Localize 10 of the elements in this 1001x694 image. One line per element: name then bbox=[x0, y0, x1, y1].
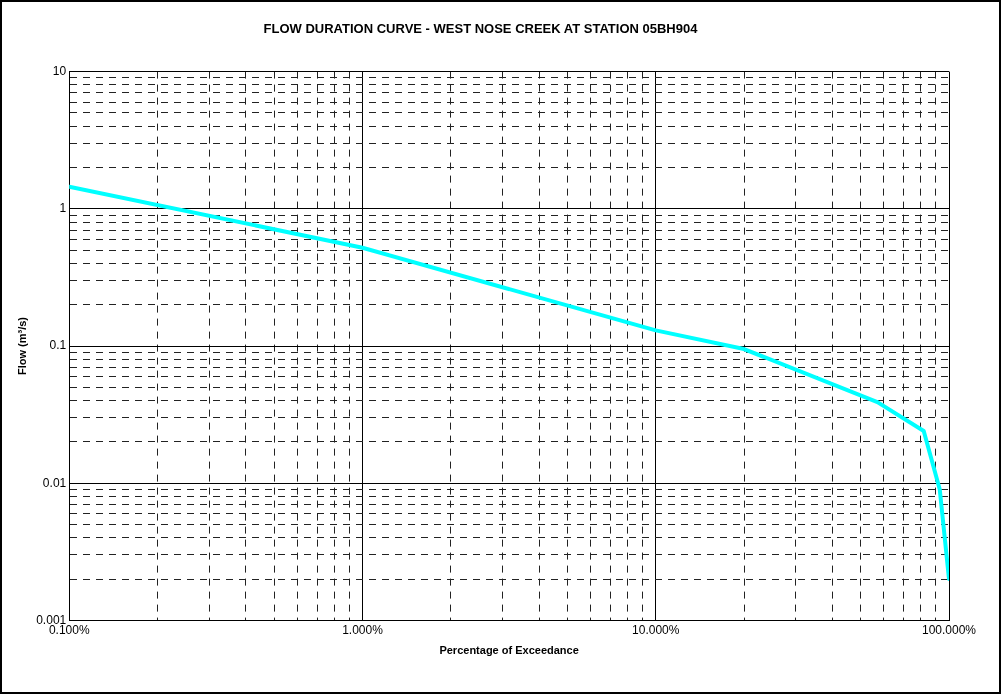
y-tick-label: 0.01 bbox=[42, 475, 67, 490]
y-tick-label: 10 bbox=[52, 63, 67, 78]
x-tick-label: 1.000% bbox=[342, 622, 384, 637]
chart-title: FLOW DURATION CURVE - WEST NOSE CREEK AT STATION 05BH904 bbox=[263, 21, 699, 37]
y-axis-title: Flow (m³/s) bbox=[15, 316, 28, 376]
y-tick-label: 0.1 bbox=[49, 338, 67, 353]
x-tick-label: 10.000% bbox=[632, 622, 680, 637]
x-axis-title: Percentage of Exceedance bbox=[439, 644, 579, 657]
x-tick-label: 100.000% bbox=[921, 622, 977, 637]
y-tick-label: 1 bbox=[59, 201, 67, 216]
